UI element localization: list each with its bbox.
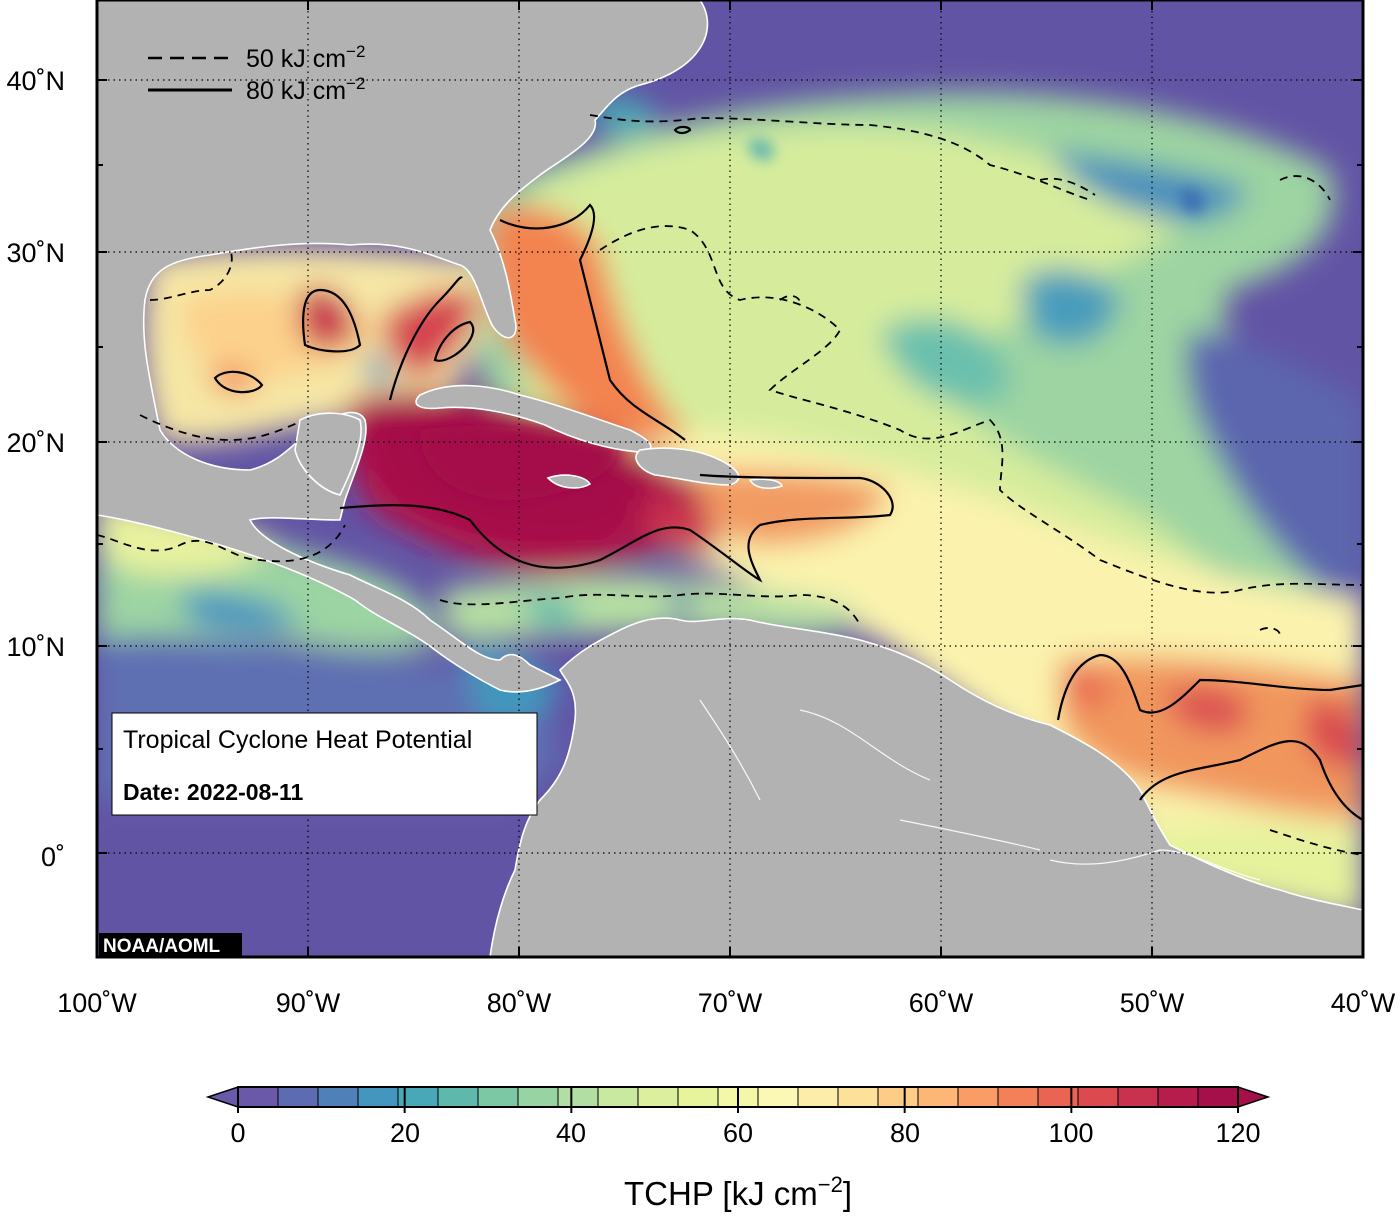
colorbar-tick-label: 0: [230, 1118, 245, 1148]
colorbar-swatches: [238, 1087, 1239, 1107]
colorbar-swatch: [1118, 1087, 1159, 1107]
legend-dashed-label: 50 kJ cm: [246, 45, 346, 73]
colorbar-high-arrow: [1237, 1085, 1271, 1109]
land-masses: [97, 0, 1363, 957]
lon-label: 70˚W: [698, 988, 763, 1018]
svg-text:80 kJ cm−2: 80 kJ cm−2: [246, 74, 365, 105]
lat-label: 40˚N: [6, 66, 65, 96]
info-title: Tropical Cyclone Heat Potential: [123, 726, 472, 754]
colorbar-tick-label: 80: [890, 1118, 920, 1148]
lon-label: 40˚W: [1331, 988, 1396, 1018]
colorbar-swatch: [918, 1087, 959, 1107]
legend-dashed-exp: −2: [346, 42, 365, 61]
colorbar-low-arrow: [205, 1085, 239, 1109]
colorbar-tick-label: 120: [1215, 1118, 1260, 1148]
colorbar-swatch: [598, 1087, 639, 1107]
colorbar-swatch: [998, 1087, 1039, 1107]
colorbar-swatch: [758, 1087, 799, 1107]
axis-ticks: [96, 0, 1364, 957]
lon-label: 60˚W: [909, 988, 974, 1018]
colorbar: 0 20 40 60 80 100 120 TCHP [kJ cm−2]: [205, 1085, 1271, 1212]
lat-label: 20˚N: [6, 428, 65, 458]
south-america-land: [489, 617, 1363, 957]
lon-label: 100˚W: [57, 988, 137, 1018]
colorbar-swatch: [638, 1087, 679, 1107]
lon-tick-labels: 100˚W 90˚W 80˚W 70˚W 60˚W 50˚W 40˚W: [57, 988, 1396, 1018]
colorbar-swatch: [518, 1087, 559, 1107]
contour-50: [97, 114, 1363, 856]
contour-legend: 50 kJ cm−2 80 kJ cm−2: [148, 42, 365, 105]
credit-label: NOAA/AOML: [99, 933, 242, 957]
lon-label: 50˚W: [1120, 988, 1185, 1018]
colorbar-swatch: [358, 1087, 399, 1107]
jamaica-land: [546, 474, 592, 489]
colorbar-swatch: [878, 1087, 919, 1107]
legend-solid-label: 80 kJ cm: [246, 77, 346, 105]
colorbar-title-exp: −2: [818, 1172, 843, 1197]
lat-label: 30˚N: [6, 238, 65, 268]
lon-label: 80˚W: [487, 988, 552, 1018]
lon-label: 90˚W: [276, 988, 341, 1018]
lat-tick-labels: 40˚N 30˚N 20˚N 10˚N 0˚: [6, 66, 65, 872]
colorbar-swatch: [1158, 1087, 1199, 1107]
colorbar-title: TCHP [kJ cm: [624, 1175, 818, 1212]
info-box: Tropical Cyclone Heat Potential Date: 20…: [111, 712, 538, 816]
colorbar-tick-labels: 0 20 40 60 80 100 120: [230, 1118, 1260, 1148]
rivers: [699, 699, 1261, 881]
colorbar-swatch: [1078, 1087, 1119, 1107]
lat-label: 0˚: [41, 842, 65, 872]
colorbar-swatch: [278, 1087, 319, 1107]
colorbar-swatch: [838, 1087, 879, 1107]
credit-text: NOAA/AOML: [103, 936, 221, 957]
colorbar-swatch: [958, 1087, 999, 1107]
svg-text:50 kJ cm−2: 50 kJ cm−2: [246, 42, 365, 73]
colorbar-swatch: [1198, 1087, 1239, 1107]
puerto-rico-land: [748, 478, 784, 490]
colorbar-tick-label: 100: [1048, 1118, 1093, 1148]
colorbar-swatch: [558, 1087, 599, 1107]
colorbar-tick-label: 20: [390, 1118, 420, 1148]
colorbar-tick-label: 60: [723, 1118, 753, 1148]
colorbar-title-close: ]: [843, 1175, 852, 1212]
contour-80: [213, 125, 1363, 821]
lat-label: 10˚N: [6, 632, 65, 662]
north-america-land: [97, 0, 709, 693]
colorbar-swatch: [478, 1087, 519, 1107]
colorbar-tick-label: 40: [556, 1118, 586, 1148]
legend-solid-exp: −2: [346, 74, 365, 93]
colorbar-swatch: [1038, 1087, 1079, 1107]
colorbar-swatch: [318, 1087, 359, 1107]
colorbar-swatch: [798, 1087, 839, 1107]
colorbar-ticks: [237, 1087, 1239, 1113]
colorbar-swatch: [238, 1087, 279, 1107]
svg-text:TCHP [kJ cm−2]: TCHP [kJ cm−2]: [624, 1172, 852, 1212]
colorbar-swatch: [398, 1087, 439, 1107]
colorbar-swatch: [678, 1087, 719, 1107]
colorbar-swatch: [438, 1087, 479, 1107]
info-date: Date: 2022-08-11: [123, 779, 303, 805]
